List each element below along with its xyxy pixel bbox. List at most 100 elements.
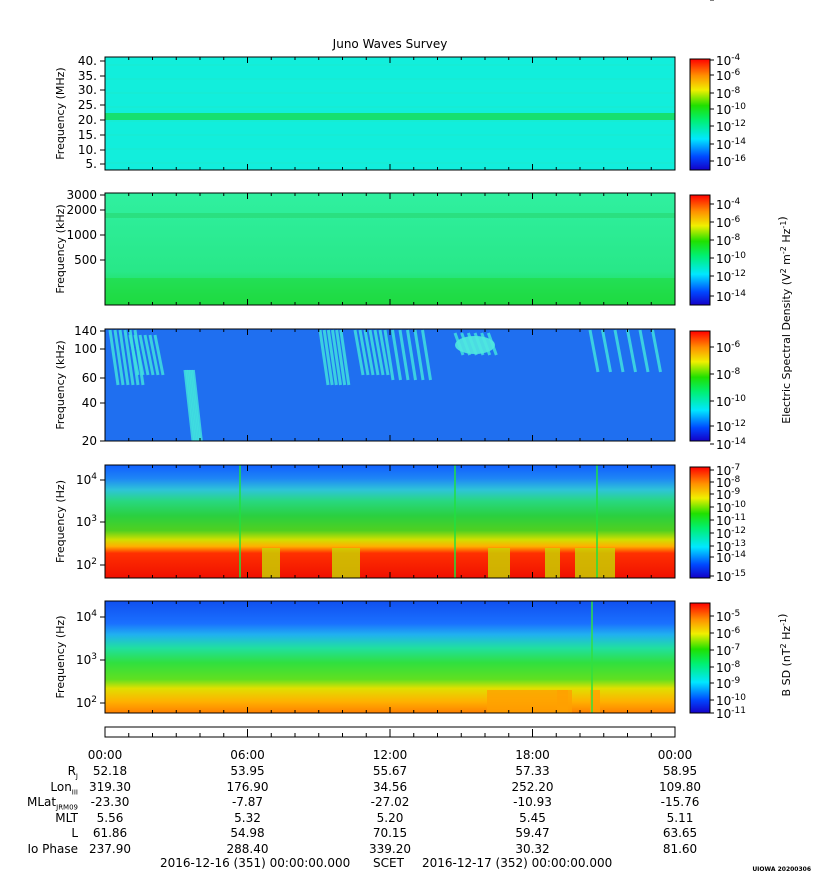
band-21mhz xyxy=(105,113,675,120)
y-tick-label: 104 xyxy=(76,609,97,624)
y-tick-label: 140 xyxy=(74,324,97,338)
colorbar-tick-label: 10-5 xyxy=(716,609,740,624)
radio-burst xyxy=(138,334,150,376)
y-axis-label: Frequency (MHz) xyxy=(54,67,67,159)
radio-burst xyxy=(413,329,425,381)
y-tick-label: 20. xyxy=(78,113,97,127)
band-gap xyxy=(488,548,510,578)
y-tick-label: 100 xyxy=(74,342,97,356)
radio-burst xyxy=(128,334,140,376)
colorbar-tick-label: 10-12 xyxy=(716,119,746,134)
colorbar-tick-label: 10-4 xyxy=(716,197,741,212)
colorbar-tick-label: 10-10 xyxy=(716,693,746,708)
band-patch xyxy=(590,690,600,713)
radio-burst xyxy=(326,329,338,386)
colorbar-tick-label: 10-10 xyxy=(716,500,746,515)
colorbar-tick-label: 10-8 xyxy=(716,660,741,675)
y-tick-label: 103 xyxy=(76,514,97,529)
radio-burst xyxy=(651,329,662,373)
radio-burst xyxy=(406,329,417,381)
radio-burst xyxy=(601,329,612,373)
colorbar-tick-label: 10-16 xyxy=(716,0,746,3)
radio-burst xyxy=(353,329,365,376)
y-tick-label: 20 xyxy=(82,434,97,448)
y-tick-label: 104 xyxy=(76,472,97,487)
colorbar-tick-label: 10-7 xyxy=(716,643,740,658)
band-gap xyxy=(545,548,560,578)
radio-burst xyxy=(335,329,347,386)
colorbar-tick-label: 10-7 xyxy=(716,463,740,478)
y-tick-label: 102 xyxy=(76,557,97,572)
radio-burst xyxy=(183,369,195,442)
y-tick-label: 1000 xyxy=(66,228,97,242)
colorbar-tick-label: 10-10 xyxy=(716,394,746,409)
band-patch xyxy=(487,690,572,713)
y-tick-label: 40 xyxy=(82,396,97,410)
radio-burst xyxy=(143,334,155,376)
colorbar-tick-label: 10-8 xyxy=(716,367,741,382)
emission-blob xyxy=(455,336,495,354)
radio-burst xyxy=(421,329,432,381)
radio-burst xyxy=(398,329,410,381)
colorbar-tick-label: 10-6 xyxy=(716,215,741,230)
band-gap xyxy=(575,548,615,578)
y-tick-label: 500 xyxy=(74,253,97,267)
colorbar xyxy=(689,58,711,171)
y-axis-label: Frequency (kHz) xyxy=(54,204,67,293)
page-title: Juno Waves Survey xyxy=(332,37,448,51)
panel-lfr-low-electric: 104 103 102 Frequency (Hz) 10-710-810-910-10… xyxy=(54,463,746,584)
radio-burst xyxy=(383,329,395,381)
colorbar-tick-label: 10-4 xyxy=(716,53,741,68)
y-tick-label: 103 xyxy=(76,652,97,667)
colorbar-title-magnetic: B SD (nT2 Hz-1) xyxy=(776,614,793,697)
colorbar-tick-label: 10-8 xyxy=(716,475,741,490)
colorbar-tick-label: 10-14 xyxy=(716,550,746,565)
colorbar xyxy=(689,466,711,579)
radio-burst xyxy=(153,334,165,376)
y-tick-label: 102 xyxy=(76,695,97,710)
colorbar-tick-label: 10-9 xyxy=(716,487,741,502)
radio-burst xyxy=(339,329,351,386)
band-gap xyxy=(332,548,360,578)
colorbar-tick-label: 10-9 xyxy=(716,676,741,691)
y-axis-label: Frequency (Hz) xyxy=(54,616,67,699)
y-tick-label: 2000 xyxy=(66,203,97,217)
colorbar-tick-label: 10-8 xyxy=(716,233,741,248)
colorbar-tick-label: 10-15 xyxy=(716,569,746,584)
radio-burst xyxy=(363,329,375,376)
y-tick-label: 25. xyxy=(78,98,97,112)
radio-burst xyxy=(118,329,130,386)
y-tick-label: 5. xyxy=(86,157,97,171)
radio-burst xyxy=(148,334,160,376)
colorbar-tick-label: 10-10 xyxy=(716,251,746,266)
y-tick-label: 40. xyxy=(78,54,97,68)
colorbar-tick-label: 10-14 xyxy=(716,289,746,304)
colorbar-tick-label: 10-14 xyxy=(716,437,746,452)
radio-burst xyxy=(588,329,600,373)
y-axis-label: Frequency (Hz) xyxy=(54,480,67,563)
colorbar-tick-label: 10-10 xyxy=(716,102,746,117)
footer-scet-label: SCET xyxy=(373,856,404,870)
radio-burst xyxy=(186,369,198,442)
radio-burst xyxy=(638,329,650,373)
y-tick-label: 10. xyxy=(78,143,97,157)
y-tick-label: 30. xyxy=(78,83,97,97)
colorbar-tick-label: 10-11 xyxy=(716,706,746,721)
time-axis xyxy=(104,726,676,738)
colorbar-tick-label: 10-6 xyxy=(716,626,741,641)
radio-burst xyxy=(185,369,197,442)
radio-burst xyxy=(331,329,342,386)
radio-burst xyxy=(373,329,385,376)
colorbar-title-electric: Electric Spectral Density (V2 m-2 Hz-1) xyxy=(776,216,793,423)
radio-burst xyxy=(378,329,390,376)
radio-burst xyxy=(358,329,370,376)
colorbar-tick-label: 10-6 xyxy=(716,68,741,83)
colorbar-tick-label: 10-12 xyxy=(716,269,746,284)
radio-burst xyxy=(368,329,380,376)
y-tick-label: 35. xyxy=(78,69,97,83)
colorbar xyxy=(689,194,711,306)
band-patch xyxy=(557,690,568,713)
